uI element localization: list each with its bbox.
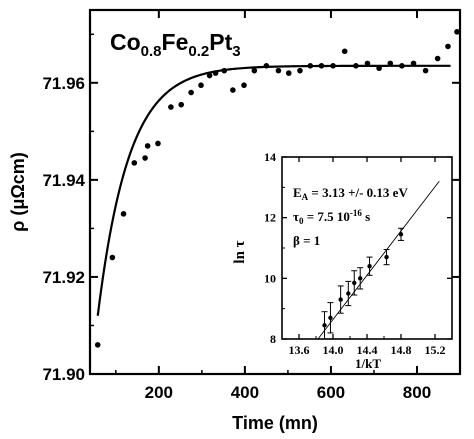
main-data-point [399,63,405,69]
main-data-point [168,104,174,110]
inset-annotation-tau0: τ0 = 7.5 10-16 s [293,208,370,226]
inset-y-tick-label: 12 [264,211,276,225]
main-fit [96,64,451,316]
inset-data-point [367,264,372,269]
inset-tick-labels: 13.6 14.0 14.4 14.8 15.2 8 10 12 14 [264,150,446,357]
main-data-point [251,67,258,74]
main-data-point [131,160,138,166]
main-data-point [454,29,460,35]
inset-fit-line [317,180,440,340]
inset-data-point [338,297,343,302]
main-data-point [376,65,382,72]
main-x-tick-label: 200 [145,383,173,402]
main-data-point [206,72,213,79]
main-data-point [445,43,451,50]
main-data-point [307,63,314,69]
inset-data-point [328,315,333,320]
main-data-point [422,67,429,74]
main-data-point [434,55,441,62]
inset-data-point [384,254,389,260]
main-data-point [318,63,325,69]
inset-y-axis-label: ln τ [232,240,248,263]
inset-x-tick-label: 14.0 [323,343,344,357]
main-title: Co0.8Fe0.2Pt3 [110,29,241,60]
main-data-point [330,63,336,69]
main-y-tick-label: 71.94 [42,171,85,190]
main-data-point [263,63,270,69]
main-data-point [155,140,161,147]
inset-annotation-ea: EA = 3.13 +/- 0.13 eV [293,185,408,202]
main-data-point [341,48,348,55]
main-data-point [142,155,148,161]
main-data-point [241,82,247,89]
main-data-point [364,60,371,67]
main-data-point [221,67,228,74]
inset-x-tick-label: 15.2 [425,343,446,357]
inset-x-tick-label: 14.4 [357,343,378,357]
main-fit-curve [96,64,451,316]
inset-data-point [352,280,357,286]
inset-y-tick-label: 10 [264,271,276,285]
main-y-tick-label: 71.90 [42,365,85,384]
main-data-point [387,60,394,67]
main-plot-frame [88,8,462,376]
main-tick-labels: 200 400 600 800 71.90 71.92 71.94 71.96 [42,74,431,402]
main-data-point [230,87,236,93]
main-x-tick-label: 600 [317,383,345,402]
main-data-point [285,70,292,76]
main-points [94,29,460,348]
inset-x-tick-label: 14.8 [391,343,412,357]
main-data-point [120,211,127,217]
main-data-point [297,67,303,74]
main-x-tick-label: 800 [403,383,431,402]
inset-annotation-beta: β = 1 [293,233,320,248]
main-data-point [109,254,116,261]
main-x-tick-label: 400 [231,383,259,402]
inset-y-tick-label: 8 [270,332,276,346]
inset-points [321,227,404,340]
main-y-tick-label: 71.96 [42,74,85,93]
main-data-point [144,143,151,149]
main-data-point [410,60,417,67]
main-y-axis-label: ρ (μΩcm) [8,152,28,232]
main-y-tick-label: 71.92 [42,268,85,287]
inset-data-point [346,291,351,296]
main-data-point [353,63,359,69]
main-data-point [178,101,185,108]
main-data-point [198,82,204,89]
main-data-point [212,70,219,76]
inset-ticks [282,156,452,340]
main-ticks [90,10,461,375]
inset-y-tick-label: 14 [264,150,276,164]
inset-data-point [398,232,404,237]
main-data-point [275,67,282,74]
main-data-point [94,342,101,348]
inset-x-tick-label: 13.6 [289,343,310,357]
main-x-axis-label: Time (mn) [232,413,318,433]
inset-data-point [358,276,363,281]
inset-data-point [322,323,327,328]
inset-x-axis-label: 1/kT [355,356,381,371]
inset-fit [317,180,440,340]
main-data-point [188,89,194,96]
